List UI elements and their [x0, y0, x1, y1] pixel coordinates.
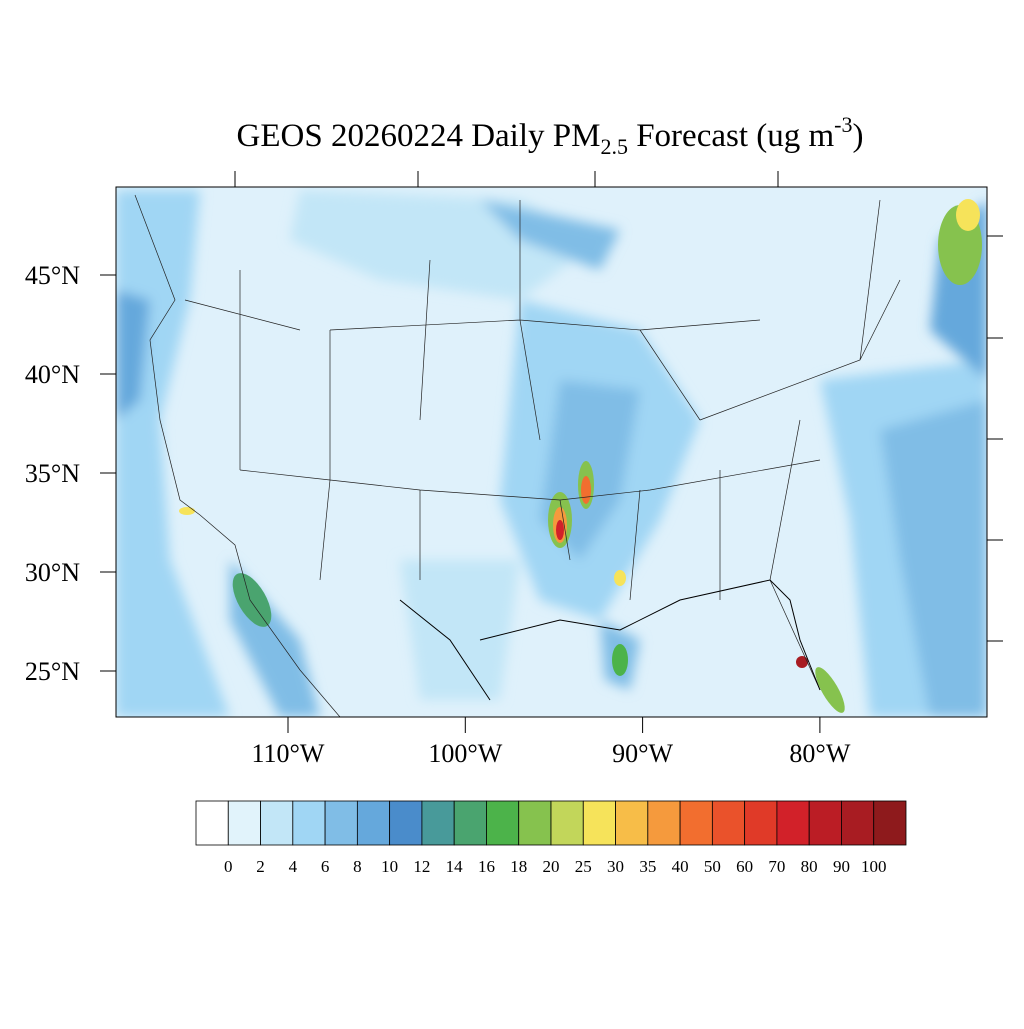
colorbar-label: 4	[289, 857, 298, 876]
colorbar-label: 35	[639, 857, 656, 876]
colorbar-box	[615, 800, 649, 846]
lon-label: 110°W	[252, 739, 325, 768]
lat-label: 40°N	[25, 360, 80, 389]
colorbar-label: 2	[256, 857, 265, 876]
colorbar-box	[486, 800, 520, 846]
colorbar-label: 6	[321, 857, 330, 876]
colorbar-label: 90	[833, 857, 850, 876]
colorbar-box	[260, 800, 294, 846]
colorbar-box	[453, 800, 487, 846]
colorbar-label: 0	[224, 857, 233, 876]
lat-label: 25°N	[25, 657, 80, 686]
frame-ticks	[234, 171, 1003, 642]
title-main: GEOS 20260224 Daily PM	[237, 118, 601, 154]
map-field	[116, 187, 987, 717]
colorbar-box	[582, 800, 616, 846]
colorbar-box	[356, 800, 391, 846]
lat-label: 45°N	[25, 261, 80, 290]
colorbar-box	[389, 800, 423, 846]
lon-label: 90°W	[612, 739, 673, 768]
colorbar-box	[647, 800, 681, 846]
colorbar-box	[841, 800, 875, 846]
colorbar-label: 25	[575, 857, 592, 876]
colorbar-label: 12	[413, 857, 430, 876]
colorbar-label: 40	[672, 857, 689, 876]
colorbar-label: 50	[704, 857, 721, 876]
lat-label: 35°N	[25, 459, 80, 488]
lon-label: 100°W	[428, 739, 502, 768]
colorbar-label: 18	[510, 857, 527, 876]
colorbar-label: 70	[768, 857, 785, 876]
map-title: GEOS 20260224 Daily PM2.5 Forecast (ug m…	[237, 112, 864, 159]
colorbar-box	[711, 800, 746, 846]
colorbar-label: 80	[801, 857, 818, 876]
colorbar-box	[324, 800, 358, 846]
title-sup: -3	[834, 112, 852, 137]
colorbar-label: 100	[861, 857, 887, 876]
colorbar-box	[679, 800, 713, 846]
colorbar-label: 14	[446, 857, 464, 876]
colorbar-box	[421, 800, 455, 846]
title-sub: 2.5	[600, 134, 628, 159]
colorbar-box	[744, 800, 778, 846]
lon-label: 80°W	[789, 739, 850, 768]
title-mid: Forecast (ug m	[628, 118, 835, 154]
colorbar-label: 8	[353, 857, 362, 876]
colorbar-label: 16	[478, 857, 495, 876]
colorbar-box	[195, 800, 229, 846]
colorbar-label: 10	[381, 857, 398, 876]
colorbar-box	[227, 800, 261, 846]
colorbar-box	[873, 800, 907, 846]
colorbar-box	[776, 800, 810, 846]
colorbar-box	[292, 800, 326, 846]
title-end: )	[852, 118, 863, 154]
lat-label: 30°N	[25, 558, 80, 587]
colorbar-label: 30	[607, 857, 624, 876]
colorbar-label: 60	[736, 857, 753, 876]
colorbar-box	[518, 800, 552, 846]
colorbar-box	[550, 800, 584, 846]
colorbar-label: 20	[543, 857, 560, 876]
map-frame	[115, 186, 988, 718]
colorbar-box	[808, 800, 842, 846]
